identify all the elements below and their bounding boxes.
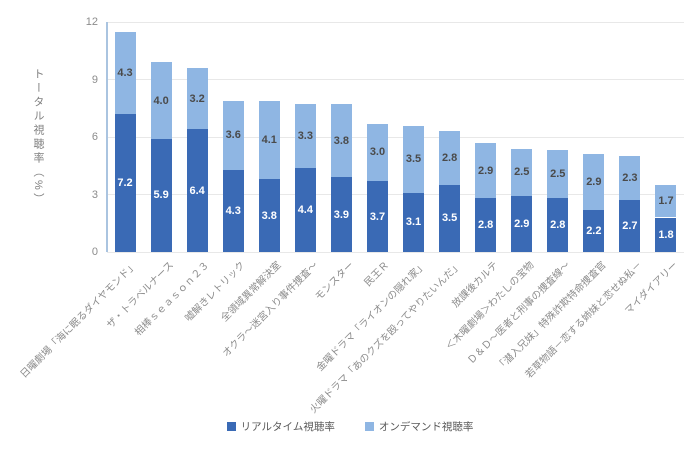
y-axis-title: トータル視聴率（%） [32, 68, 44, 207]
bar-segment-ondemand [403, 125, 425, 193]
value-label-ondemand: 2.9 [478, 164, 494, 177]
bar-segment-ondemand [222, 100, 244, 170]
legend-label: オンデマンド視聴率 [378, 421, 474, 433]
bar-segment-ondemand [655, 184, 677, 218]
y-axis-line [106, 22, 108, 252]
value-label-realtime: 3.8 [261, 209, 277, 222]
value-label-ondemand: 3.0 [369, 146, 386, 159]
value-label-realtime: 7.2 [117, 177, 133, 189]
bar-segment-realtime [366, 181, 388, 252]
value-label-realtime: 3.9 [333, 208, 350, 221]
value-label-ondemand: 1.7 [658, 195, 674, 208]
value-label-realtime: 2.7 [622, 220, 638, 233]
bar-segment-ondemand [186, 68, 208, 130]
bar-segment-realtime [186, 129, 208, 252]
bar-segment-realtime [583, 209, 605, 252]
value-label-realtime: 2.9 [514, 218, 530, 231]
value-label-ondemand: 3.8 [333, 134, 350, 147]
value-label-ondemand: 4.1 [261, 133, 277, 146]
bar-segment-ondemand [294, 104, 316, 168]
value-label-ondemand: 2.5 [514, 166, 530, 179]
bar-segment-realtime [114, 114, 136, 252]
value-label-ondemand: 3.5 [405, 153, 422, 166]
value-label-realtime: 4.3 [225, 204, 241, 217]
bar-segment-realtime [547, 198, 569, 252]
bar-segment-ondemand [439, 131, 461, 185]
value-label-realtime: 2.8 [550, 219, 566, 232]
value-label-ondemand: 2.3 [622, 172, 638, 185]
value-label-realtime: 3.7 [369, 210, 386, 223]
legend: リアルタイム視聴率 オンデマンド視聴率 [0, 419, 700, 434]
gridline-y-3 [107, 194, 684, 195]
value-label-ondemand: 4.0 [153, 94, 169, 107]
value-label-realtime: 1.8 [658, 228, 674, 241]
y-tick-label-6: 6 [91, 131, 98, 143]
value-label-ondemand: 2.9 [586, 176, 602, 189]
value-label-ondemand: 3.2 [189, 92, 205, 105]
bar-segment-ondemand [150, 62, 172, 139]
value-label-ondemand: 2.8 [441, 152, 458, 165]
y-tick-label-12: 12 [85, 16, 98, 28]
legend-label: リアルタイム視聴率 [240, 421, 335, 433]
bar-segment-ondemand [475, 142, 497, 199]
bar-segment-ondemand [547, 150, 569, 199]
bar-segment-realtime [258, 179, 280, 252]
value-label-ondemand: 2.5 [550, 168, 566, 181]
y-tick-label-3: 3 [91, 188, 98, 201]
bar-segment-realtime [655, 217, 677, 252]
bar-segment-realtime [619, 200, 641, 252]
value-label-realtime: 6.4 [189, 184, 205, 197]
value-label-ondemand: 3.6 [225, 129, 241, 142]
bar-segment-ondemand [330, 104, 352, 178]
legend-swatch-icon [226, 422, 236, 431]
gridline-y-9 [107, 79, 684, 80]
bar-segment-ondemand [583, 154, 605, 210]
bar-segment-realtime [222, 169, 244, 252]
value-label-ondemand: 3.3 [297, 130, 313, 143]
bar-segment-realtime [150, 138, 172, 252]
bar-segment-ondemand [511, 148, 533, 197]
value-label-ondemand: 4.3 [117, 66, 133, 79]
bar-segment-ondemand [366, 123, 388, 182]
value-label-realtime: 3.1 [405, 216, 422, 229]
bar-segment-realtime [403, 192, 425, 252]
y-tick-label-9: 9 [91, 73, 98, 86]
value-label-realtime: 2.2 [586, 224, 602, 237]
value-label-realtime: 5.9 [153, 189, 169, 202]
gridline-y-6 [107, 136, 684, 138]
y-tick-label-0: 0 [91, 246, 98, 258]
gridline-y-0 [107, 251, 684, 253]
legend-swatch-icon [364, 422, 374, 431]
value-label-realtime: 3.5 [441, 212, 458, 225]
category-label: 民王Ｒ [363, 259, 393, 289]
legend-item-realtime: リアルタイム視聴率 [226, 419, 335, 434]
value-label-realtime: 2.8 [478, 219, 494, 232]
bar-segment-realtime [330, 177, 352, 252]
bar-segment-realtime [294, 167, 316, 252]
value-label-realtime: 4.4 [297, 203, 313, 216]
bar-segment-realtime [511, 196, 533, 252]
gridline-y-12 [107, 21, 684, 23]
bar-segment-ondemand [258, 100, 280, 180]
legend-item-ondemand: オンデマンド視聴率 [364, 419, 474, 434]
bar-segment-ondemand [114, 31, 136, 114]
bar-segment-realtime [475, 198, 497, 252]
bar-segment-ondemand [619, 156, 641, 201]
bar-segment-realtime [439, 184, 461, 252]
